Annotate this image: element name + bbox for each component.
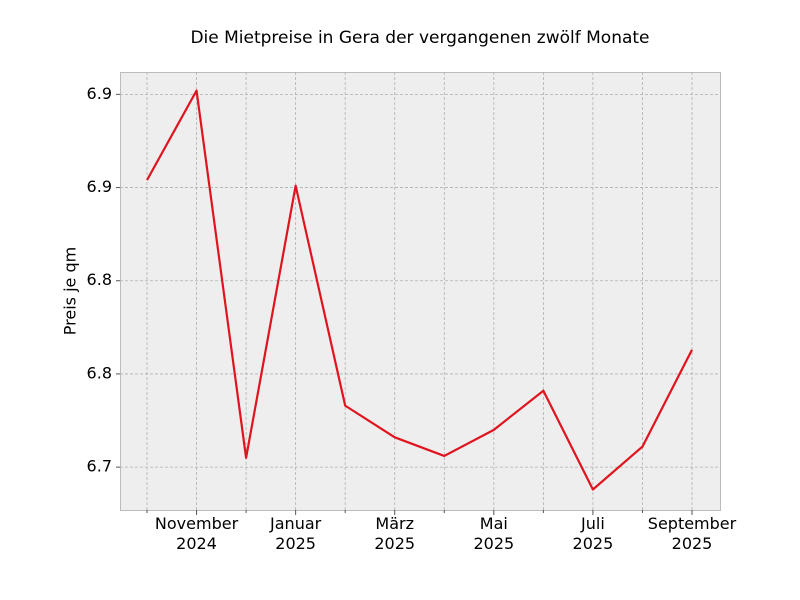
y-tick-label: 6.8: [87, 270, 112, 289]
x-tick-label: September 2025: [648, 514, 737, 553]
plot-area: [120, 72, 721, 511]
x-tick-label: November 2024: [155, 514, 239, 553]
x-tick-label: Juli 2025: [573, 514, 614, 553]
y-tick-label: 6.9: [87, 84, 112, 103]
x-tick-label: März 2025: [374, 514, 415, 553]
y-axis-label: Preis je qm: [61, 247, 80, 335]
data-line: [146, 89, 693, 491]
chart-title: Die Mietpreise in Gera der vergangenen z…: [190, 28, 649, 48]
y-tick-label: 6.7: [87, 457, 112, 476]
y-tick-label: 6.8: [87, 363, 112, 382]
x-tick-label: Mai 2025: [473, 514, 514, 553]
y-tick-label: 6.9: [87, 177, 112, 196]
x-tick-label: Januar 2025: [269, 514, 322, 553]
